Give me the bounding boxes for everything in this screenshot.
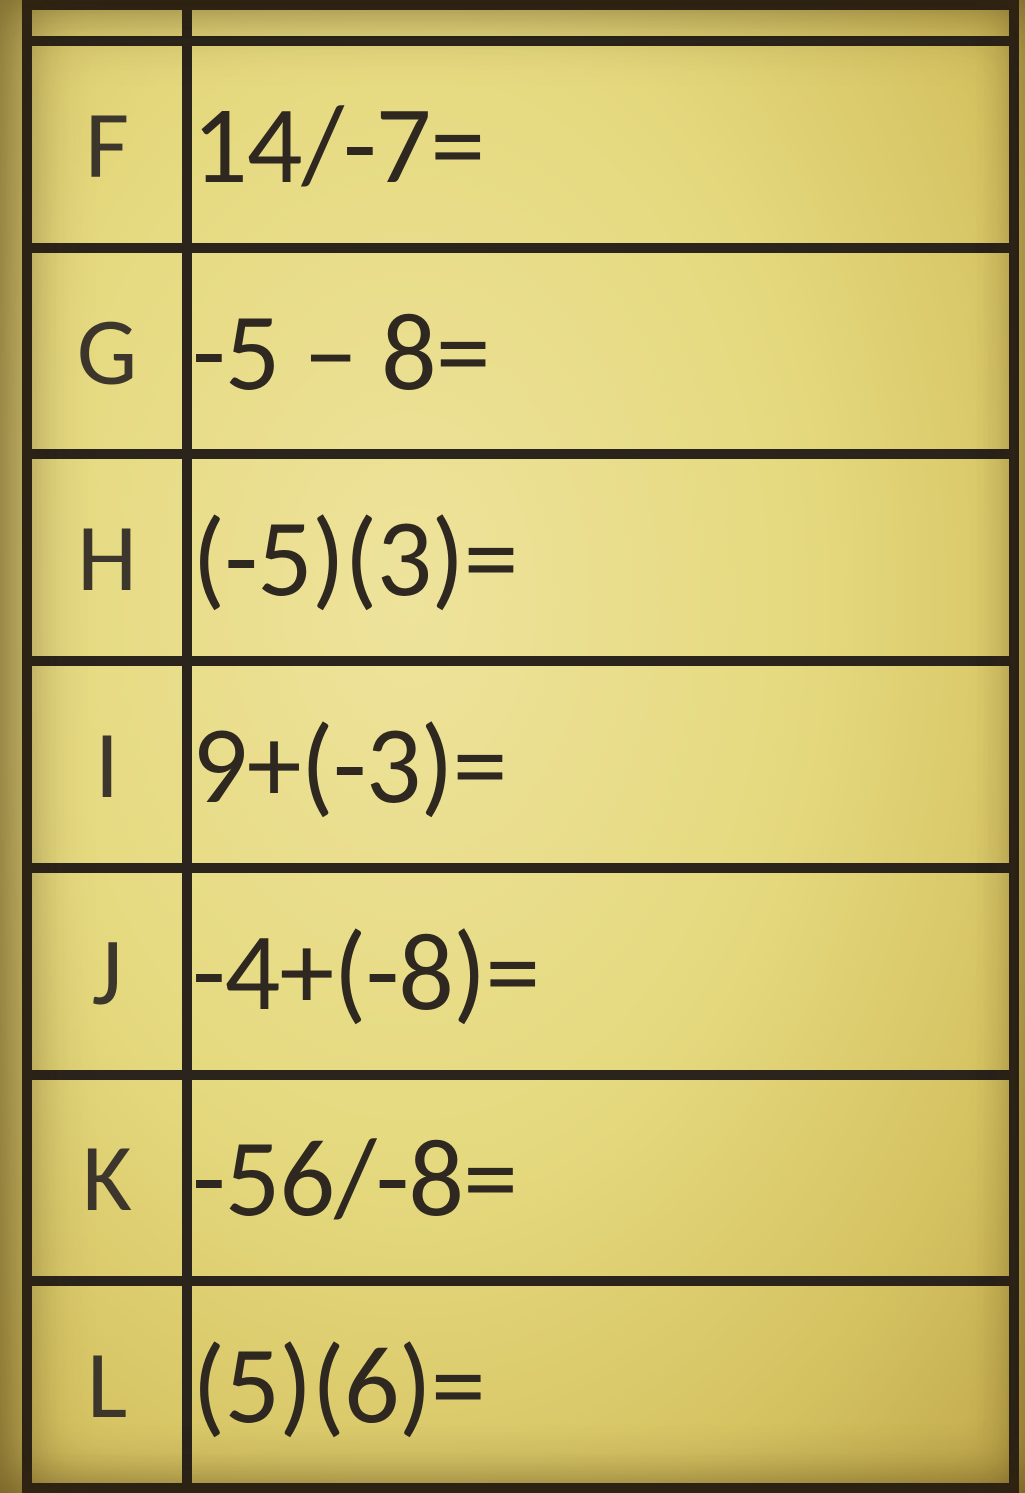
row-equation: 14/-7= bbox=[187, 41, 1014, 248]
stub-label-cell bbox=[27, 5, 187, 41]
row-equation: (-5)(3)= bbox=[187, 454, 1014, 661]
worksheet-table: F 14/-7= G -5 – 8= H (-5)(3)= I 9+(-3)= … bbox=[22, 0, 1019, 1493]
table-row: J -4+(-8)= bbox=[27, 868, 1014, 1075]
worksheet-photo: F 14/-7= G -5 – 8= H (-5)(3)= I 9+(-3)= … bbox=[0, 0, 1025, 1493]
row-label: I bbox=[27, 661, 187, 868]
table-row: F 14/-7= bbox=[27, 41, 1014, 248]
row-equation: -5 – 8= bbox=[187, 248, 1014, 455]
row-label: H bbox=[27, 454, 187, 661]
row-label: G bbox=[27, 248, 187, 455]
table-row-stub bbox=[27, 5, 1014, 41]
row-equation: 9+(-3)= bbox=[187, 661, 1014, 868]
table-row: K -56/-8= bbox=[27, 1075, 1014, 1282]
row-label: K bbox=[27, 1075, 187, 1282]
table-row: G -5 – 8= bbox=[27, 248, 1014, 455]
row-label: L bbox=[27, 1281, 187, 1488]
table-row: H (-5)(3)= bbox=[27, 454, 1014, 661]
table-row: L (5)(6)= bbox=[27, 1281, 1014, 1488]
row-label: J bbox=[27, 868, 187, 1075]
row-label: F bbox=[27, 41, 187, 248]
row-equation: -56/-8= bbox=[187, 1075, 1014, 1282]
row-equation: (5)(6)= bbox=[187, 1281, 1014, 1488]
row-equation: -4+(-8)= bbox=[187, 868, 1014, 1075]
table-row: I 9+(-3)= bbox=[27, 661, 1014, 868]
stub-eq-cell bbox=[187, 5, 1014, 41]
